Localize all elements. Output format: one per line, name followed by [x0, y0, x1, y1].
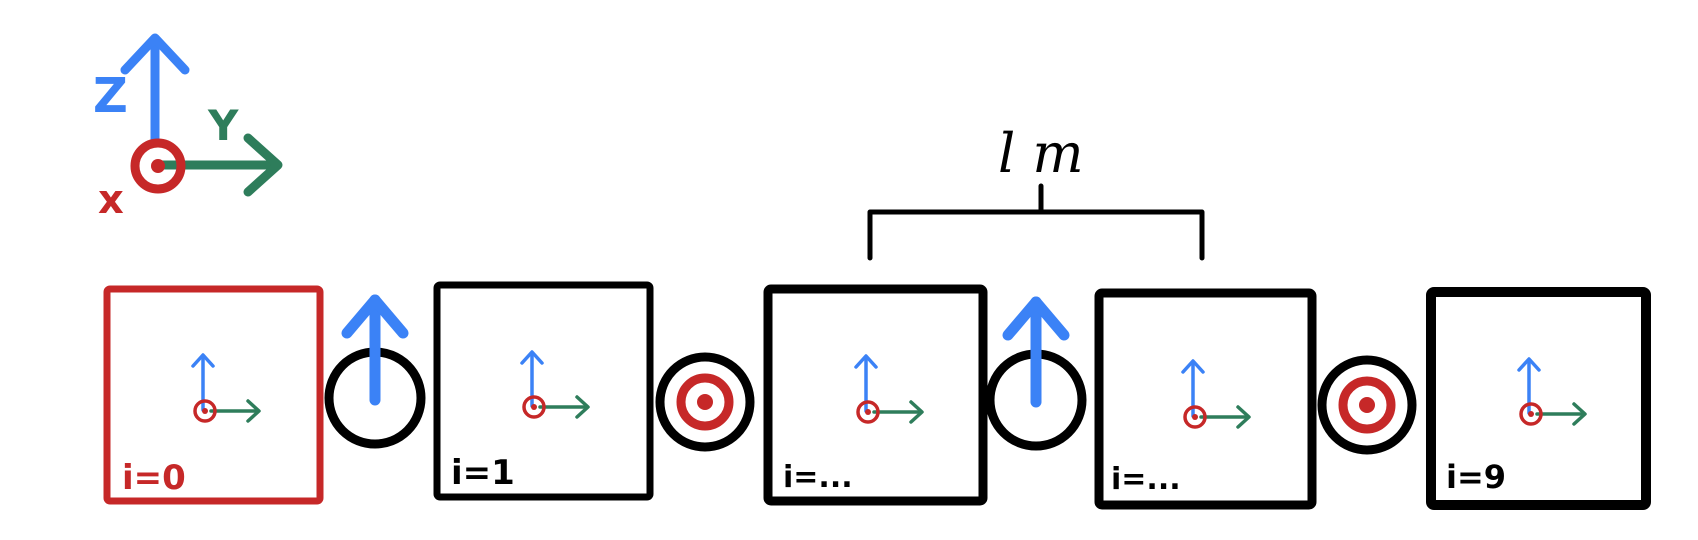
joint-1 — [655, 352, 755, 452]
global-x-label: x — [98, 177, 124, 223]
link-box — [433, 281, 654, 501]
joint-circle — [1317, 355, 1417, 455]
joint-0 — [324, 294, 426, 449]
link-label: i=... — [1111, 462, 1181, 497]
link-local-frame — [191, 353, 261, 423]
joint-circle — [655, 352, 755, 452]
joint-z-arrowhead — [341, 294, 409, 339]
link-box — [763, 284, 988, 506]
link-3: i=... — [1094, 288, 1317, 510]
joint-x-dot — [1359, 397, 1375, 413]
global-frame: Z Y x — [93, 33, 283, 223]
link-local-frame — [854, 354, 924, 424]
joint-3 — [1317, 355, 1417, 455]
global-x-axis-circle — [130, 138, 186, 194]
link-label: i=9 — [1446, 458, 1506, 496]
link-length-label: l m — [998, 122, 1084, 185]
global-z-label: Z — [93, 68, 128, 124]
global-y-arrowhead — [243, 133, 283, 197]
bracket-line — [867, 209, 1205, 261]
link-4: i=9 — [1426, 287, 1651, 510]
joint-x-dot — [697, 394, 713, 410]
link-local-frame — [1181, 359, 1251, 429]
link-box — [103, 285, 324, 505]
global-z-arrowhead — [120, 33, 190, 75]
link-box — [1426, 287, 1651, 510]
link-label: i=... — [783, 460, 853, 495]
joint-x-ring — [1338, 376, 1396, 434]
link-2: i=... — [763, 284, 988, 506]
link-local-frame — [520, 350, 590, 419]
link-box — [1094, 288, 1317, 510]
joint-2 — [985, 296, 1087, 451]
link-0: i=0 — [103, 285, 324, 505]
link-local-frame — [1517, 357, 1587, 426]
global-x-axis-dot — [151, 159, 165, 173]
link-length-bracket: l m — [867, 122, 1205, 261]
global-y-label: Y — [207, 101, 239, 150]
link-1: i=1 — [433, 281, 654, 501]
link-label: i=0 — [122, 458, 186, 498]
joint-x-ring — [676, 373, 734, 431]
joint-z-arrowhead — [1002, 296, 1070, 341]
link-label: i=1 — [451, 453, 515, 493]
